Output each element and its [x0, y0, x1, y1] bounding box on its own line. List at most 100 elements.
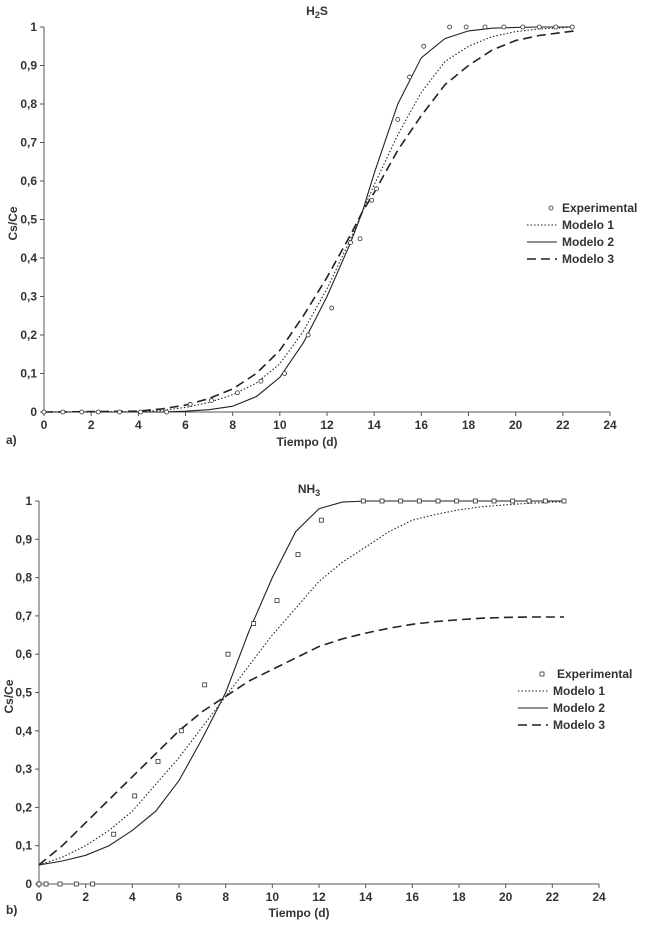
legend-label-modelo-1: Modelo 1 [553, 684, 605, 698]
experimental-point [234, 390, 240, 396]
experimental-point [187, 401, 193, 407]
y-tick-label: 0,4 [20, 251, 37, 265]
experimental-point [305, 332, 311, 338]
experimental-point [510, 498, 516, 504]
legend: Experimental Modelo 1 Modelo 2 Modelo 3 [527, 201, 637, 266]
chart-title-subscript: 2 [315, 10, 320, 20]
experimental-point [454, 498, 460, 504]
experimental-point [274, 598, 280, 603]
experimental-point [348, 240, 353, 246]
experimental-point [416, 498, 422, 504]
y-tick-label: 0,9 [20, 59, 37, 73]
legend: Experimental Modelo 1 Modelo 2 Modelo 3 [518, 667, 632, 732]
y-tick-label: 0,6 [20, 174, 37, 188]
experimental-point [379, 498, 385, 504]
y-tick-label: 0,8 [20, 97, 37, 111]
experimental-point [132, 793, 138, 799]
x-tick-label: 16 [406, 890, 420, 904]
legend-label-modelo-1: Modelo 1 [562, 218, 614, 232]
y-tick-label: 1 [30, 20, 37, 34]
experimental-point [407, 74, 412, 80]
chart-title-main: H [306, 4, 315, 18]
x-tick-label: 0 [41, 418, 48, 432]
chart-title: NH3 [298, 482, 320, 498]
experimental-point [542, 498, 548, 504]
experimental-point [463, 24, 469, 30]
x-tick-label: 14 [367, 418, 381, 432]
y-tick-label: 0,6 [15, 647, 32, 661]
x-tick-label: 8 [222, 890, 229, 904]
experimental-point [43, 881, 49, 887]
experimental-point [95, 409, 101, 415]
x-tick-label: 10 [273, 418, 287, 432]
experimental-point [447, 24, 453, 30]
chart-title-rest: S [320, 4, 328, 18]
x-tick-label: 2 [82, 890, 89, 904]
experimental-point [398, 498, 404, 504]
experimental-point [318, 517, 324, 523]
experimental-point [569, 24, 575, 30]
x-tick-label: 12 [320, 418, 334, 432]
x-tick-label: 20 [509, 418, 523, 432]
experimental-point [295, 552, 301, 558]
experimental-point [526, 498, 532, 504]
experimental-point [374, 186, 379, 192]
experimental-point [90, 881, 96, 887]
series-line-modelo-3 [38, 616, 564, 866]
y-tick-label: 0,5 [20, 213, 37, 227]
experimental-point [111, 831, 117, 837]
x-tick-label: 6 [176, 890, 183, 904]
experimental-point [117, 409, 122, 415]
x-tick-label: 18 [462, 418, 476, 432]
experimental-point [36, 881, 42, 887]
legend-label-experimental: Experimental [562, 201, 637, 215]
y-tick-label: 0,7 [20, 136, 37, 150]
experimental-point [282, 371, 287, 376]
series-line-modelo-1 [43, 26, 575, 413]
x-tick-label: 16 [415, 418, 429, 432]
series-line-modelo-2 [38, 500, 564, 866]
experimental-point [421, 43, 427, 49]
experimental-point [155, 759, 161, 764]
experimental-point [79, 409, 85, 415]
y-tick-label: 0,3 [20, 290, 37, 304]
chart-title: H2S [306, 4, 328, 20]
y-tick-label: 1 [25, 494, 32, 508]
experimental-point [561, 498, 567, 504]
y-tick-label: 0,2 [20, 328, 37, 342]
x-tick-label: 10 [266, 890, 280, 904]
experimental-point [482, 24, 488, 30]
y-tick-label: 0,1 [15, 839, 32, 853]
x-tick-label: 4 [135, 418, 142, 432]
x-tick-label: 22 [546, 890, 560, 904]
series-line-modelo-1 [38, 501, 565, 866]
experimental-point [178, 728, 184, 734]
x-tick-label: 14 [359, 890, 373, 904]
experimental-point [553, 24, 559, 30]
panel-label: a) [6, 433, 17, 447]
y-tick-label: 0,8 [15, 571, 32, 585]
x-tick-label: 12 [312, 890, 326, 904]
x-tick-label: 4 [129, 890, 136, 904]
experimental-point [57, 881, 63, 887]
x-tick-label: 20 [499, 890, 513, 904]
x-tick-label: 24 [603, 418, 617, 432]
legend-label-modelo-2: Modelo 2 [562, 235, 614, 249]
legend-label-experimental: Experimental [557, 667, 632, 681]
experimental-point [258, 378, 264, 384]
legend-label-modelo-3: Modelo 3 [553, 718, 605, 732]
x-tick-label: 22 [556, 418, 570, 432]
x-tick-label: 18 [452, 890, 466, 904]
legend-label-modelo-3: Modelo 3 [562, 252, 614, 266]
x-tick-label: 0 [36, 890, 43, 904]
x-axis-title: Tiempo (d) [268, 906, 329, 920]
panel-label: b) [6, 903, 17, 917]
experimental-point [395, 117, 401, 122]
legend-label-modelo-2: Modelo 2 [553, 701, 605, 715]
y-tick-label: 0,9 [15, 532, 32, 546]
legend-marker-experimental [548, 205, 554, 211]
chart-title-main: NH [298, 482, 315, 496]
legend-marker-experimental [539, 671, 545, 677]
